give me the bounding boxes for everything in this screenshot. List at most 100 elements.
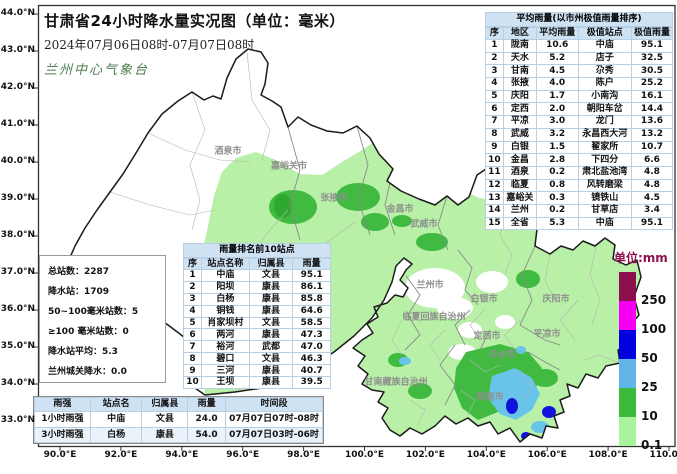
table-cell: 金昌 bbox=[502, 153, 537, 167]
stat-line: 降水站平均：5.3 bbox=[48, 347, 118, 357]
table-cell: 10.6 bbox=[535, 39, 579, 53]
legend-color-block bbox=[619, 359, 636, 388]
table-cell: 12 bbox=[485, 178, 504, 193]
stat-line: 50~100毫米站数：5 bbox=[48, 307, 139, 317]
table-cell: 2.0 bbox=[535, 102, 579, 117]
table-cell: 武威 bbox=[502, 127, 537, 142]
table-cell: 三河 bbox=[200, 364, 250, 378]
table-cell: 镜铁山 bbox=[577, 191, 632, 205]
avg-table-title: 平均雨量(以市州极值雨量排序) bbox=[485, 12, 673, 27]
table-cell: 4.0 bbox=[535, 77, 579, 91]
map-label: 嘉峪关市 bbox=[270, 161, 308, 172]
table-cell: 5.2 bbox=[535, 51, 579, 66]
table-cell: 64.6 bbox=[292, 304, 331, 318]
table-cell: 4.5 bbox=[630, 191, 674, 205]
table-cell: 中庙 bbox=[577, 39, 632, 53]
table-cell: 07月07日07时-08时 bbox=[225, 411, 323, 428]
column-header: 时间段 bbox=[225, 397, 323, 412]
longitude-label: 108.0°E bbox=[588, 450, 628, 460]
table-cell: 4 bbox=[183, 304, 202, 318]
table-row: 15 全省 5.3 中庙 95.1 bbox=[485, 216, 674, 231]
avg-rainfall-table: 平均雨量(以市州极值雨量排序) 序地区 平均雨量 极值站点 极值雨量 1 陇南 10.6 中… bbox=[485, 12, 674, 231]
table-cell: 永昌西大河 bbox=[577, 127, 632, 142]
table-cell: 6.6 bbox=[630, 153, 674, 167]
legend-unit-label: 单位:mm bbox=[614, 251, 668, 265]
table-cell: 0.2 bbox=[535, 203, 579, 218]
legend-threshold-label: 10 bbox=[641, 409, 658, 423]
table-cell: 2 bbox=[485, 51, 504, 66]
table-cell: 中庙 bbox=[200, 269, 250, 282]
table-cell: 10.7 bbox=[630, 140, 674, 155]
table-cell: 翟家所 bbox=[577, 140, 632, 155]
table-cell: 13.6 bbox=[630, 115, 674, 129]
top10-table: 序站点名称 归属县 雨量 1 中庙 文县 95.1 2 阳坝 康县 86.1 3 白杨 康县 85.8 4 铜… bbox=[183, 258, 331, 389]
table-cell: 3 bbox=[485, 64, 504, 79]
table-cell: 9 bbox=[183, 364, 202, 378]
table-cell: 0.8 bbox=[535, 178, 579, 193]
table-cell: 6 bbox=[183, 328, 202, 342]
latitude-label: 41.0°N bbox=[0, 119, 35, 129]
table-row: 1 中庙 文县 95.1 bbox=[183, 269, 331, 282]
table-cell: 铜钱 bbox=[200, 304, 250, 318]
table-cell: 中庙 bbox=[89, 411, 143, 428]
table-cell: 店子 bbox=[577, 51, 632, 66]
table-cell: 0.2 bbox=[535, 165, 579, 180]
table-cell: 阳坝 bbox=[200, 280, 250, 294]
table-cell: 定西 bbox=[502, 102, 537, 117]
table-cell: 54.0 bbox=[187, 426, 226, 443]
stat-line: 兰州城关降水：0.0 bbox=[48, 367, 127, 377]
intensity-table-header: 雨强 站点名 归属县 雨量 时间段 bbox=[34, 397, 323, 412]
table-cell: 3.0 bbox=[535, 115, 579, 129]
rain-intensity-table: 雨强 站点名 归属县 雨量 时间段 1小时雨强 中庙 文县 24.0 07月07日07时-08时… bbox=[33, 396, 324, 444]
rainfall-legend: 单位:mm 250 100 50 25 10 0.1 bbox=[614, 249, 676, 452]
table-cell: 肖家坝村 bbox=[200, 316, 250, 330]
table-cell: 85.8 bbox=[292, 292, 331, 306]
table-cell: 6 bbox=[485, 102, 504, 117]
latitude-label: 36.0°N bbox=[0, 304, 35, 314]
map-label: 兰州市 bbox=[416, 280, 444, 291]
column-header: 雨强 bbox=[34, 397, 91, 412]
table-cell: 下四分 bbox=[577, 153, 632, 167]
column-header: 序 bbox=[183, 258, 202, 270]
legend-threshold-label: 50 bbox=[641, 351, 658, 365]
latitude-label: 35.0°N bbox=[0, 341, 35, 351]
table-row: 6 定西 2.0 朝阳车岔 14.4 bbox=[485, 102, 674, 117]
table-cell: 2.8 bbox=[535, 153, 579, 167]
table-cell: 07月07日03时-06时 bbox=[225, 426, 323, 443]
table-row: 4 铜钱 康县 64.6 bbox=[183, 304, 331, 318]
table-cell: 平凉 bbox=[502, 115, 537, 129]
table-cell: 86.1 bbox=[292, 280, 331, 294]
stat-line: 总站数：2287 bbox=[48, 267, 110, 277]
map-label: 陇南市 bbox=[476, 392, 504, 403]
table-cell: 8 bbox=[485, 127, 504, 142]
table-row: 3 白杨 康县 85.8 bbox=[183, 292, 331, 306]
table-cell: 7 bbox=[183, 340, 202, 354]
table-cell: 甘南 bbox=[502, 64, 537, 79]
table-cell: 4.8 bbox=[630, 165, 674, 180]
map-label: 武威市 bbox=[410, 219, 438, 230]
longitude-label: 90.0°E bbox=[43, 450, 77, 460]
table-row: 4 张掖 4.0 陈户 25.2 bbox=[485, 77, 674, 91]
table-row: 1小时雨强 中庙 文县 24.0 07月07日07时-08时 bbox=[34, 411, 323, 428]
table-cell: 陈户 bbox=[577, 77, 632, 91]
table-cell: 3小时雨强 bbox=[34, 426, 91, 443]
table-cell: 小南沟 bbox=[577, 89, 632, 104]
legend-threshold-label: 25 bbox=[641, 380, 658, 394]
table-row: 9 白银 1.5 翟家所 10.7 bbox=[485, 140, 674, 155]
table-row: 9 三河 康县 40.7 bbox=[183, 364, 331, 378]
latitude-label: 44.0°N bbox=[0, 8, 35, 18]
table-cell: 康县 bbox=[248, 376, 294, 389]
table-cell: 龙门 bbox=[577, 115, 632, 129]
longitude-label: 100.0°E bbox=[344, 450, 385, 460]
table-cell: 白杨 bbox=[89, 426, 143, 443]
latitude-label: 34.0°N bbox=[0, 378, 35, 388]
table-cell: 武都 bbox=[248, 340, 294, 354]
table-cell: 4 bbox=[485, 77, 504, 91]
longitude-label: 98.0°E bbox=[287, 450, 321, 460]
table-cell: 文县 bbox=[141, 411, 189, 428]
table-cell: 陇南 bbox=[502, 39, 537, 53]
table-cell: 5.3 bbox=[535, 216, 579, 231]
table-cell: 14.4 bbox=[630, 102, 674, 117]
table-row: 5 庆阳 1.7 小南沟 16.1 bbox=[485, 89, 674, 104]
table-cell: 5 bbox=[485, 89, 504, 104]
